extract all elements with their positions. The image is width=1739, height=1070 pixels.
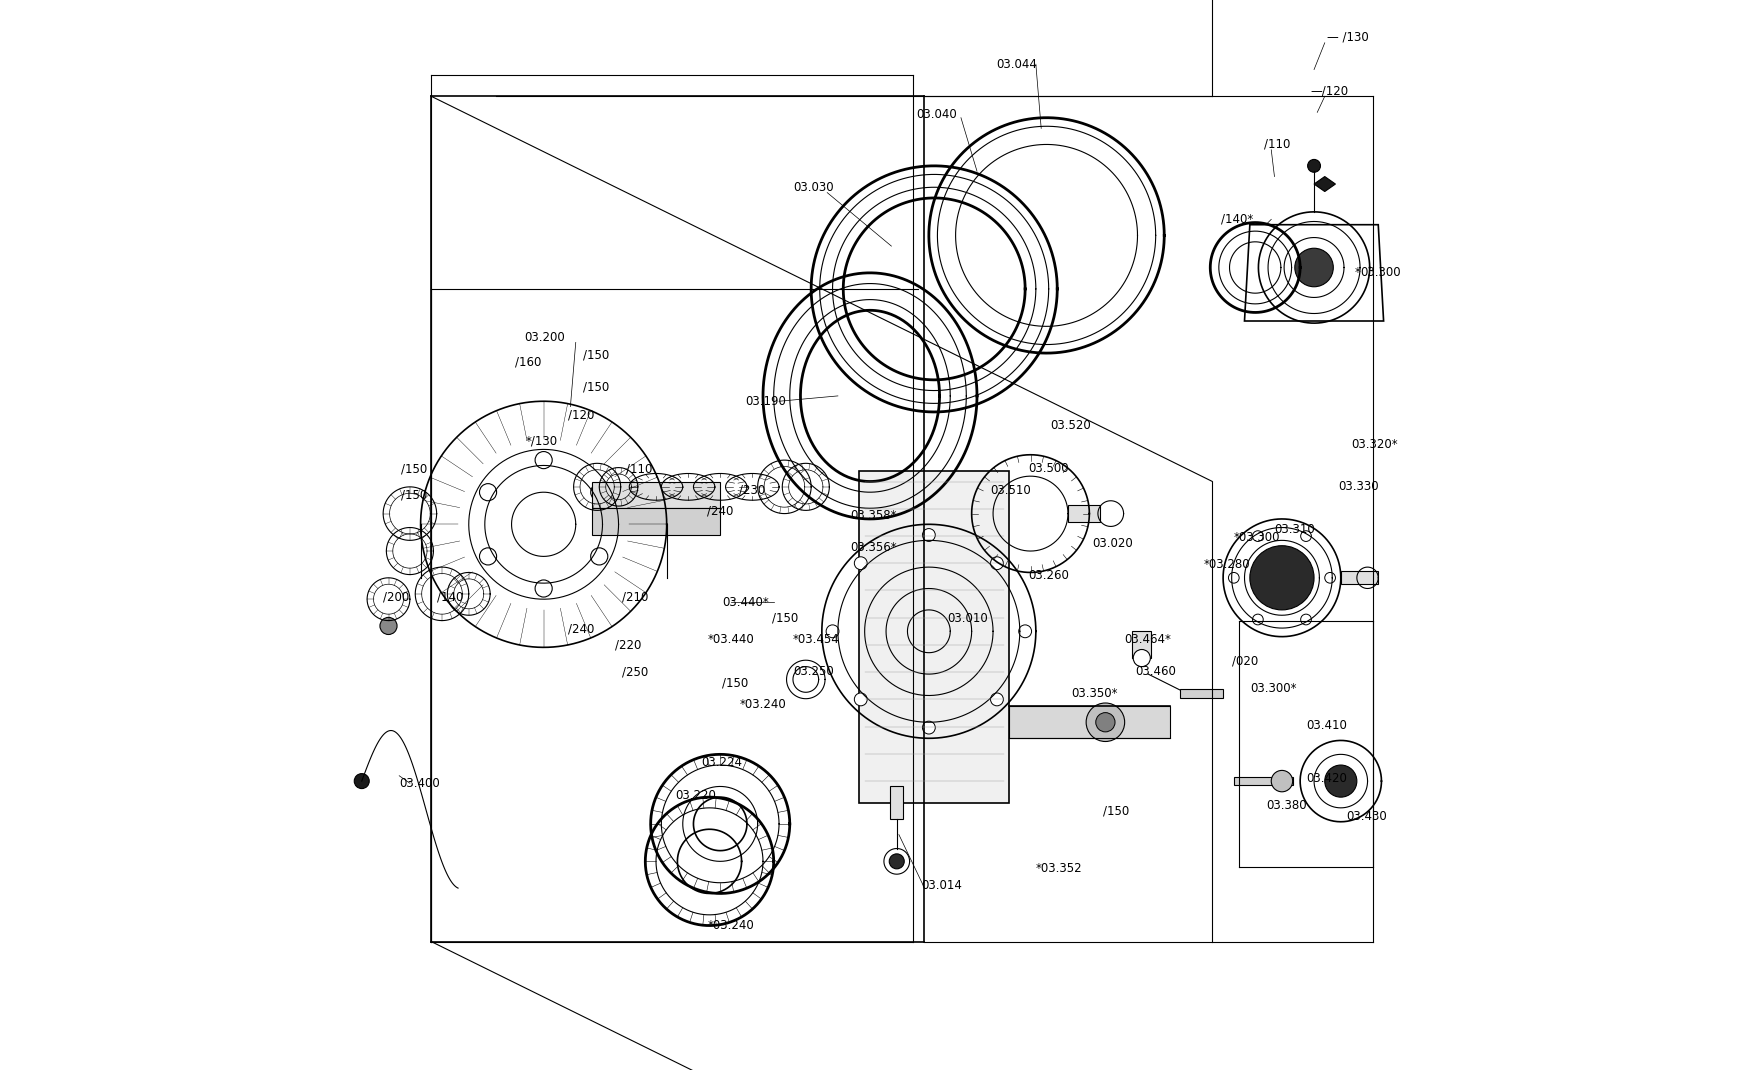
Text: /150: /150 [770, 612, 798, 625]
Text: /200: /200 [383, 591, 409, 603]
Circle shape [1308, 159, 1320, 172]
Text: /020: /020 [1231, 655, 1257, 668]
Circle shape [1301, 531, 1311, 541]
Text: 03.020: 03.020 [1092, 537, 1132, 550]
Text: 03.464*: 03.464* [1123, 633, 1170, 646]
Text: 03.440*: 03.440* [722, 596, 769, 609]
Bar [1233, 777, 1292, 785]
Circle shape [1085, 703, 1123, 742]
Circle shape [1323, 572, 1336, 583]
Circle shape [826, 625, 838, 638]
Text: 03.460: 03.460 [1136, 666, 1176, 678]
Text: /120: /120 [569, 409, 595, 422]
Text: 03.250: 03.250 [793, 666, 833, 678]
Text: /250: /250 [621, 666, 647, 678]
Circle shape [1323, 765, 1356, 797]
Text: /210: /210 [621, 591, 647, 603]
Polygon shape [1313, 177, 1336, 192]
Circle shape [1301, 614, 1311, 625]
Text: /150: /150 [583, 349, 609, 362]
Circle shape [1132, 649, 1149, 667]
Bar [1009, 706, 1169, 738]
Text: 03.030: 03.030 [793, 181, 833, 194]
Text: 03.380: 03.380 [1266, 799, 1306, 812]
Text: 03.040: 03.040 [915, 108, 956, 121]
Text: *03.240: *03.240 [739, 698, 786, 710]
Text: —/120: —/120 [1309, 85, 1348, 97]
Text: 03.358*: 03.358* [850, 509, 897, 522]
Text: 03.010: 03.010 [946, 612, 988, 625]
Circle shape [1252, 531, 1263, 541]
Text: 03.420: 03.420 [1306, 773, 1346, 785]
Text: /230: /230 [739, 484, 765, 496]
Circle shape [989, 556, 1003, 569]
Text: *03.240: *03.240 [708, 919, 753, 932]
Text: 03.310: 03.310 [1273, 523, 1315, 536]
Text: — /130: — /130 [1327, 31, 1369, 44]
Polygon shape [859, 471, 1009, 802]
Text: /240: /240 [569, 623, 595, 636]
Text: 03.500: 03.500 [1028, 462, 1068, 475]
Text: *03.454: *03.454 [793, 633, 840, 646]
Text: 03.356*: 03.356* [850, 541, 897, 554]
Text: 03.200: 03.200 [523, 331, 565, 343]
Text: 03.330: 03.330 [1337, 480, 1379, 493]
Text: /160: /160 [515, 355, 541, 368]
Text: 03.510: 03.510 [989, 484, 1029, 496]
Circle shape [1249, 546, 1313, 610]
Bar [1341, 571, 1377, 584]
Circle shape [1271, 770, 1292, 792]
Circle shape [355, 774, 369, 789]
Circle shape [922, 721, 936, 734]
Circle shape [1096, 713, 1115, 732]
Text: 03.430: 03.430 [1346, 810, 1386, 823]
Circle shape [889, 854, 904, 869]
Circle shape [1228, 572, 1238, 583]
Bar [591, 482, 720, 508]
Text: 03.224: 03.224 [701, 756, 741, 769]
Text: 03.320*: 03.320* [1351, 438, 1398, 450]
Text: /150: /150 [722, 676, 748, 689]
Circle shape [1252, 614, 1263, 625]
Text: *03.352: *03.352 [1035, 862, 1082, 875]
Text: *03.300: *03.300 [1233, 531, 1280, 544]
Text: 03.190: 03.190 [744, 395, 786, 408]
Text: /150: /150 [402, 489, 428, 502]
Text: 03.300: 03.300 [1360, 266, 1400, 279]
Text: /220: /220 [616, 639, 642, 652]
Text: /150: /150 [1103, 805, 1129, 817]
Text: 03.220: 03.220 [675, 789, 716, 801]
Bar [591, 508, 720, 535]
Text: 03.044: 03.044 [996, 58, 1036, 71]
Text: 03.300*: 03.300* [1249, 682, 1296, 694]
Text: */130: */130 [525, 434, 556, 447]
Text: *: * [1355, 266, 1360, 279]
Text: 03.350*: 03.350* [1071, 687, 1116, 700]
Text: /150: /150 [583, 381, 609, 394]
Bar [1132, 631, 1151, 658]
Text: 03.520: 03.520 [1049, 419, 1090, 432]
Text: /150: /150 [402, 462, 428, 475]
Circle shape [1294, 248, 1332, 287]
Text: *03.440: *03.440 [708, 633, 753, 646]
Circle shape [989, 693, 1003, 706]
Circle shape [854, 693, 866, 706]
Bar [890, 786, 903, 819]
Text: /110: /110 [1263, 138, 1289, 151]
Bar [1068, 505, 1099, 522]
Text: /110: /110 [626, 462, 652, 475]
Text: /240: /240 [708, 505, 734, 518]
Text: /140: /140 [436, 591, 463, 603]
Circle shape [1017, 625, 1031, 638]
Text: /140*: /140* [1221, 213, 1252, 226]
Circle shape [922, 529, 936, 541]
Text: *03.280: *03.280 [1203, 559, 1250, 571]
Circle shape [854, 556, 866, 569]
Circle shape [379, 617, 396, 635]
Text: 03.260: 03.260 [1028, 569, 1069, 582]
Text: 03.400: 03.400 [398, 777, 440, 790]
Text: 03.014: 03.014 [922, 880, 962, 892]
Text: 03.410: 03.410 [1306, 719, 1346, 732]
Bar [1179, 689, 1223, 698]
